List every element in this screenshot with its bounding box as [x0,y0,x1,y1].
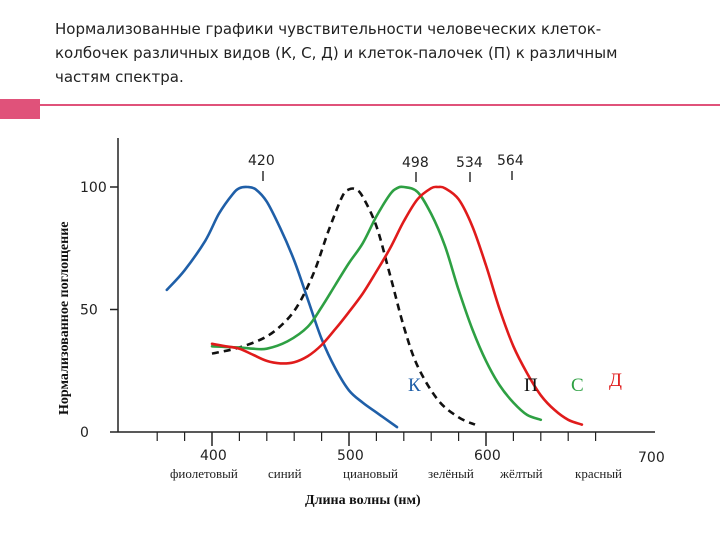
curve-d [210,185,584,426]
x-tick-label: 600 [474,448,501,464]
title-line: колбочек различных видов (К, С, Д) и кле… [55,44,618,62]
y-tick-label: 100 [80,180,107,196]
slide-title: Нормализованные графики чувствительности… [55,17,695,89]
labels: фиолетовый синий циановый зелёный жёлтый крас… [57,153,622,508]
x-tick-label: 700 [638,450,665,466]
title-line: частям спектра. [55,68,184,86]
peak-label: 564 [497,153,524,169]
peak-label: 498 [402,155,429,171]
axes: 0 50 100 400 500 600 700 [80,138,665,466]
x-axis-title: Длина волны (нм) [305,493,421,508]
region-label: красный [575,466,622,481]
curve-p [211,187,476,426]
peak-label: 534 [456,155,483,171]
region-label: жёлтый [499,466,543,481]
curve-label-k: К [408,375,421,396]
title-line: Нормализованные графики чувствительности… [55,20,602,38]
curve-k [165,185,399,429]
accent-line [40,104,720,106]
curve-s [210,185,543,422]
curve-label-s: С [571,375,584,396]
region-label: циановый [343,466,398,481]
y-axis-title: Нормализованное поглощение [57,222,72,416]
y-tick-label: 0 [80,425,89,441]
x-tick-label: 400 [200,448,227,464]
accent-square [0,99,40,119]
region-label: синий [268,466,302,481]
y-tick-label: 50 [80,303,98,319]
curve-label-p: П [524,375,538,396]
region-label: фиолетовый [170,466,238,481]
region-label: зелёный [428,466,474,481]
curve-label-d: Д [609,370,622,391]
peak-label: 420 [248,153,275,169]
curves [165,185,584,429]
x-tick-label: 500 [337,448,364,464]
